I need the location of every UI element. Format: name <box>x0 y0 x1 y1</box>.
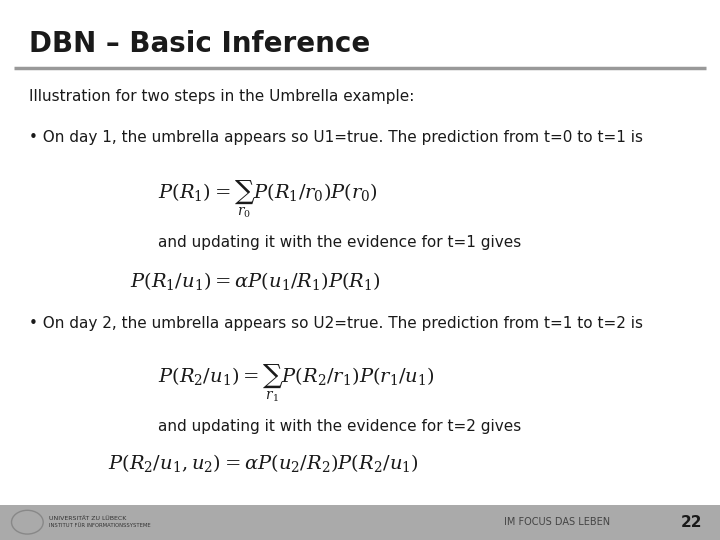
Text: $P(R_2 / u_1) = \sum_{r_1} P(R_2 / r_1) P(r_1 / u_1)$: $P(R_2 / u_1) = \sum_{r_1} P(R_2 / r_1) … <box>158 362 435 403</box>
Text: and updating it with the evidence for t=1 gives: and updating it with the evidence for t=… <box>158 235 522 250</box>
Text: INSTITUT FÜR INFORMATIONSSYSTEME: INSTITUT FÜR INFORMATIONSSYSTEME <box>49 523 150 529</box>
Bar <box>0 505 720 540</box>
Text: IM FOCUS DAS LEBEN: IM FOCUS DAS LEBEN <box>504 517 610 527</box>
Text: $P(R_2 / u_1, u_2) = \alpha P(u_2 / R_2) P(R_2 / u_1)$: $P(R_2 / u_1, u_2) = \alpha P(u_2 / R_2)… <box>108 452 419 474</box>
Text: $P(R_1 / u_1) = \alpha P(u_1 / R_1) P(R_1)$: $P(R_1 / u_1) = \alpha P(u_1 / R_1) P(R_… <box>130 270 380 292</box>
Text: DBN – Basic Inference: DBN – Basic Inference <box>29 30 370 58</box>
Text: and updating it with the evidence for t=2 gives: and updating it with the evidence for t=… <box>158 418 522 434</box>
Text: UNIVERSITÄT ZU LÜBECK: UNIVERSITÄT ZU LÜBECK <box>49 516 126 521</box>
Text: • On day 2, the umbrella appears so U2=true. The prediction from t=1 to t=2 is: • On day 2, the umbrella appears so U2=t… <box>29 316 643 331</box>
Text: • On day 1, the umbrella appears so U1=true. The prediction from t=0 to t=1 is: • On day 1, the umbrella appears so U1=t… <box>29 130 643 145</box>
Text: 22: 22 <box>680 515 702 530</box>
Text: $P(R_1) = \sum_{r_0} P(R_1 / r_0) P(r_0)$: $P(R_1) = \sum_{r_0} P(R_1 / r_0) P(r_0)… <box>158 178 379 220</box>
Text: Illustration for two steps in the Umbrella example:: Illustration for two steps in the Umbrel… <box>29 89 414 104</box>
